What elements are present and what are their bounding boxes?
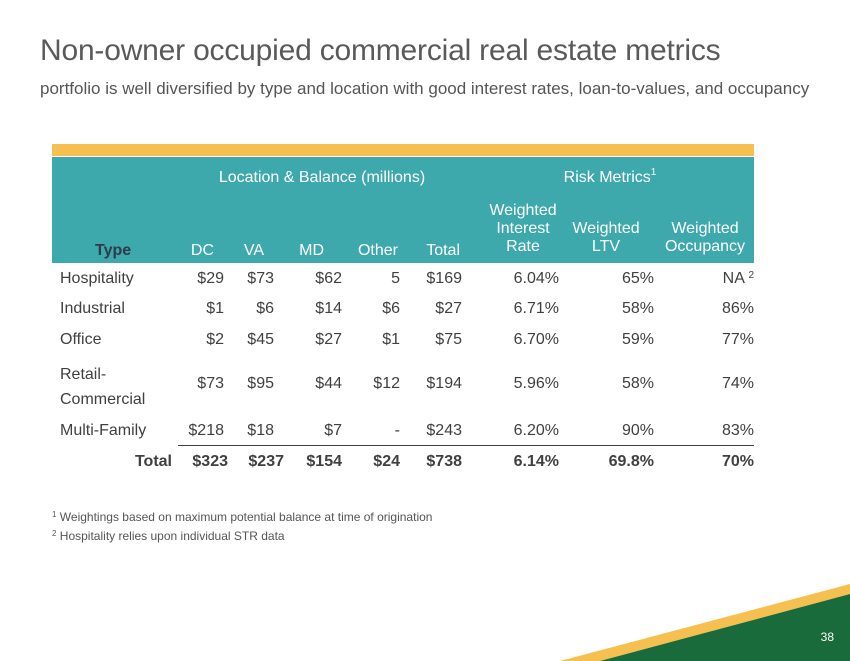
total-other: $24 (373, 453, 400, 470)
row-md: $14 (315, 300, 342, 317)
row-total: $27 (435, 300, 462, 317)
header-md: MD (299, 242, 324, 259)
row-dc: $218 (188, 422, 224, 439)
header-weighted-interest-rate: Weighted Interest Rate (489, 202, 557, 255)
total-md: $154 (306, 453, 342, 470)
row-occupancy: NA 2 (722, 270, 754, 287)
table-header-background (52, 157, 754, 263)
row-ltv: 59% (621, 331, 654, 348)
row-rate: 5.96% (513, 375, 559, 392)
row-va: $18 (247, 422, 274, 439)
row-md: $44 (315, 375, 342, 392)
row-other: $6 (382, 300, 400, 317)
row-other: $1 (382, 331, 400, 348)
header-type: Type (95, 242, 132, 259)
page-title: Non-owner occupied commercial real estat… (40, 34, 721, 67)
row-other: - (394, 422, 400, 439)
header-group-risk-metrics: Risk Metrics1 (563, 167, 657, 186)
header-group-location-balance: Location & Balance (millions) (218, 169, 426, 186)
row-va: $45 (247, 331, 274, 348)
row-total: $243 (426, 422, 462, 439)
corner-gold-stripe (560, 584, 850, 661)
row-va: $95 (247, 375, 274, 392)
row-occupancy: 83% (721, 422, 754, 439)
row-dc: $2 (206, 331, 224, 348)
total-total: $738 (426, 453, 462, 470)
row-other: 5 (391, 270, 400, 287)
corner-green-triangle (600, 594, 850, 661)
row-dc: $1 (206, 300, 224, 317)
row-type: Industrial (60, 300, 125, 317)
row-ltv: 65% (621, 270, 654, 287)
header-other: Other (357, 242, 398, 259)
gold-accent-bar (52, 144, 754, 156)
page-subtitle: portfolio is well diversified by type an… (40, 79, 810, 98)
footnote-1: 1 Weightings based on maximum potential … (52, 510, 433, 524)
row-ltv: 58% (621, 300, 654, 317)
total-label: Total (134, 453, 172, 470)
row-rate: 6.71% (513, 300, 559, 317)
footnote-2: 2 Hospitality relies upon individual STR… (52, 529, 285, 543)
row-dc: $73 (197, 375, 224, 392)
row-total: $75 (435, 331, 462, 348)
page-number: 38 (820, 630, 834, 644)
row-type: Multi-Family (60, 422, 147, 439)
header-total: Total (426, 242, 460, 259)
header-va: VA (243, 242, 264, 259)
total-rule (178, 445, 754, 446)
total-ltv: 69.8% (608, 453, 654, 470)
row-ltv: 58% (621, 375, 654, 392)
row-other: $12 (373, 375, 400, 392)
total-occupancy: 70% (721, 453, 754, 470)
row-md: $27 (315, 331, 342, 348)
row-type: Hospitality (60, 270, 134, 287)
row-occupancy: 86% (721, 300, 754, 317)
row-rate: 6.70% (513, 331, 559, 348)
row-occupancy: 77% (721, 331, 754, 348)
total-dc: $323 (192, 453, 228, 470)
row-rate: 6.04% (513, 270, 559, 287)
header-dc: DC (190, 242, 214, 259)
row-type: Office (60, 331, 102, 348)
row-total: $169 (426, 270, 462, 287)
header-weighted-ltv: Weighted LTV (572, 220, 640, 255)
row-dc: $29 (197, 270, 224, 287)
row-occupancy: 74% (721, 375, 754, 392)
total-va: $237 (248, 453, 284, 470)
row-va: $6 (256, 300, 274, 317)
row-total: $194 (426, 375, 462, 392)
total-rate: 6.14% (513, 453, 559, 470)
header-weighted-occupancy: Weighted Occupancy (664, 220, 746, 255)
row-md: $62 (315, 270, 342, 287)
row-type: Retail- Commercial (60, 366, 146, 408)
row-md: $7 (324, 422, 342, 439)
row-ltv: 90% (621, 422, 654, 439)
row-va: $73 (247, 270, 274, 287)
row-rate: 6.20% (513, 422, 559, 439)
